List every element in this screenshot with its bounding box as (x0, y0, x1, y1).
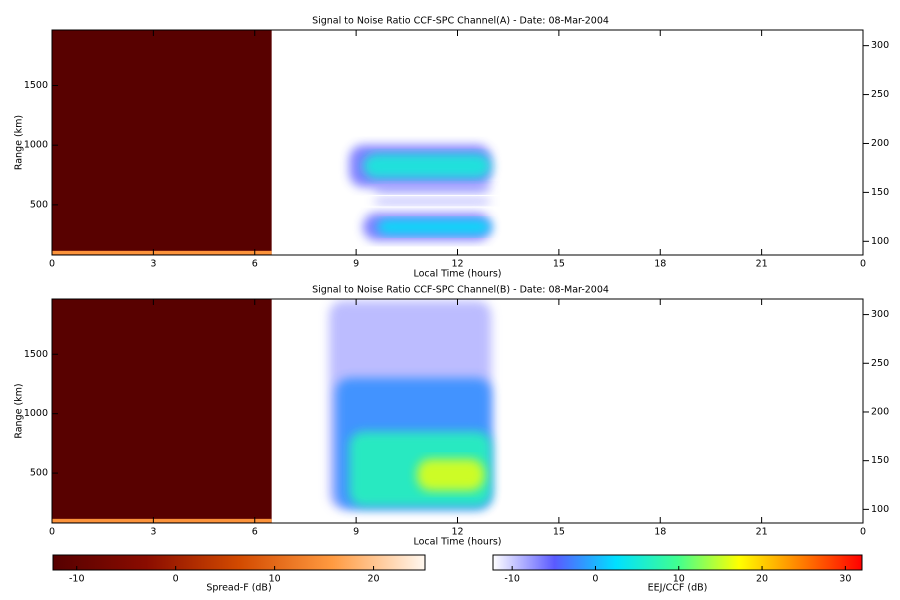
colorbar-tick-label: -10 (504, 574, 520, 585)
region (373, 183, 492, 193)
colorbar: -10 0 10 20 Spread-F (dB) (52, 554, 426, 594)
x-tick-label: 0 (860, 259, 866, 270)
y-tick-label: 500 (30, 199, 48, 210)
image (52, 299, 492, 523)
image (52, 30, 492, 255)
colorbar-tick-label: -10 (69, 574, 85, 585)
colorbar-tick-label: 0 (592, 574, 598, 585)
region (52, 518, 272, 523)
x-tick-label: 15 (553, 259, 565, 270)
y2-tick-label: 300 (871, 40, 889, 51)
colorbar-tick-label: 10 (269, 574, 281, 585)
panel-title: Signal to Noise Ratio CCF-SPC Channel(A)… (312, 16, 609, 27)
x-tick-label: 9 (353, 527, 359, 538)
colorbar-label: Spread-F (dB) (206, 583, 271, 594)
colorbar-fill (492, 554, 863, 571)
plot-area: Signal to Noise Ratio CCF-SPC Channel(A)… (14, 16, 890, 280)
x-tick-label: 12 (451, 527, 463, 538)
colorbar-tick-label: 20 (756, 574, 768, 585)
region (52, 250, 272, 255)
colorbar-tick-label: 10 (673, 574, 685, 585)
x-tick-label: 9 (353, 259, 359, 270)
colorbar-tick-label: 0 (173, 574, 179, 585)
x-tick-label: 0 (860, 527, 866, 538)
colorbar-label: EEJ/CCF (dB) (648, 583, 708, 594)
y-tick-label: 500 (30, 468, 48, 479)
region (373, 197, 492, 205)
y-tick-label: 1000 (24, 408, 48, 419)
region (416, 458, 485, 491)
region (52, 30, 272, 255)
colorbar-fill (52, 554, 426, 571)
y2-tick-label: 200 (871, 138, 889, 149)
y2-tick-label: 100 (871, 504, 889, 515)
region (376, 219, 492, 235)
colorbar-tick-label: 30 (839, 574, 851, 585)
x-axis-label: Local Time (hours) (413, 537, 501, 548)
y-tick-label: 1500 (24, 80, 48, 91)
x-tick-label: 21 (756, 259, 768, 270)
colorbar: -10 0 10 20 30 EEJ/CCF (dB) (492, 554, 863, 594)
y-axis-label: Range (km) (14, 115, 25, 170)
x-tick-label: 15 (553, 527, 565, 538)
region (362, 153, 492, 179)
y-tick-label: 1500 (24, 349, 48, 360)
x-tick-label: 18 (654, 527, 666, 538)
x-tick-label: 0 (49, 527, 55, 538)
plot-area: Signal to Noise Ratio CCF-SPC Channel(B)… (14, 285, 890, 548)
x-tick-label: 12 (451, 259, 463, 270)
y2-tick-label: 150 (871, 187, 889, 198)
y2-tick-label: 100 (871, 236, 889, 247)
x-tick-label: 18 (654, 259, 666, 270)
y2-tick-label: 300 (871, 309, 889, 320)
panel-title: Signal to Noise Ratio CCF-SPC Channel(B)… (312, 285, 609, 296)
y2-tick-label: 150 (871, 455, 889, 466)
colorbar-tick-label: 20 (368, 574, 380, 585)
x-tick-label: 3 (150, 259, 156, 270)
x-tick-label: 6 (252, 259, 258, 270)
y2-tick-label: 250 (871, 358, 889, 369)
x-tick-label: 3 (150, 527, 156, 538)
x-tick-label: 0 (49, 259, 55, 270)
x-tick-label: 21 (756, 527, 768, 538)
x-axis-label: Local Time (hours) (413, 269, 501, 280)
y-tick-label: 1000 (24, 140, 48, 151)
x-tick-label: 6 (252, 527, 258, 538)
y2-tick-label: 250 (871, 89, 889, 100)
y-axis-label: Range (km) (14, 383, 25, 438)
y2-tick-label: 200 (871, 406, 889, 417)
region (52, 299, 272, 523)
